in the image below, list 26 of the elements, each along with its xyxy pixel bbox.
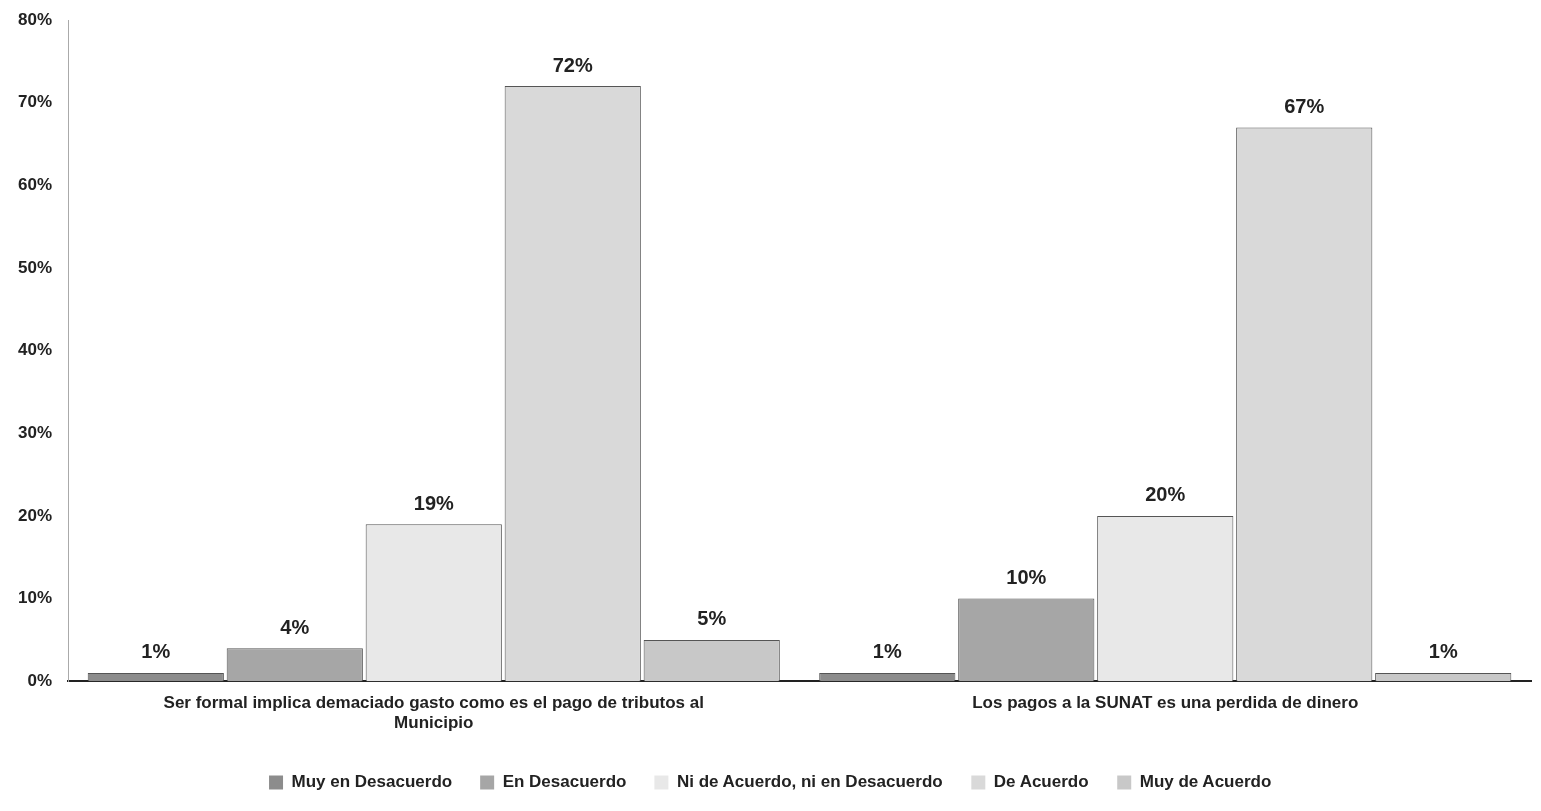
legend-label: Muy de Acuerdo xyxy=(1139,772,1272,792)
legend-label: Ni de Acuerdo, ni en Desacuerdo xyxy=(676,772,943,792)
data-label: 1% xyxy=(141,640,171,663)
y-tick-label: 10% xyxy=(17,588,53,608)
y-tick-label: 40% xyxy=(17,340,53,360)
x-tick-label: Los pagos a la SUNAT es una perdida de dinero xyxy=(972,693,1359,713)
y-tick-label: 50% xyxy=(17,257,53,277)
y-tick-label: 0% xyxy=(27,670,53,690)
data-label: 1% xyxy=(1428,640,1458,663)
data-label: 4% xyxy=(280,615,310,638)
y-tick-label: 60% xyxy=(17,174,53,194)
y-tick-label: 20% xyxy=(17,505,53,525)
y-tick-label: 30% xyxy=(17,422,53,442)
data-label: 1% xyxy=(872,640,902,663)
y-tick-label: 80% xyxy=(17,9,53,29)
y-tick-label: 70% xyxy=(17,92,53,112)
x-tick-label: Ser formal implica demaciado gasto como es el pago de tributos al Municipio xyxy=(163,693,704,733)
legend-label: De Acuerdo xyxy=(993,772,1089,792)
data-label: 19% xyxy=(413,491,454,514)
data-label: 20% xyxy=(1145,483,1186,506)
data-label: 67% xyxy=(1284,94,1325,117)
data-label: 5% xyxy=(697,607,727,630)
data-label: 72% xyxy=(552,53,593,76)
data-label: 10% xyxy=(1006,566,1047,589)
legend-label: En Desacuerdo xyxy=(502,772,627,792)
legend-label: Muy en Desacuerdo xyxy=(291,772,453,792)
